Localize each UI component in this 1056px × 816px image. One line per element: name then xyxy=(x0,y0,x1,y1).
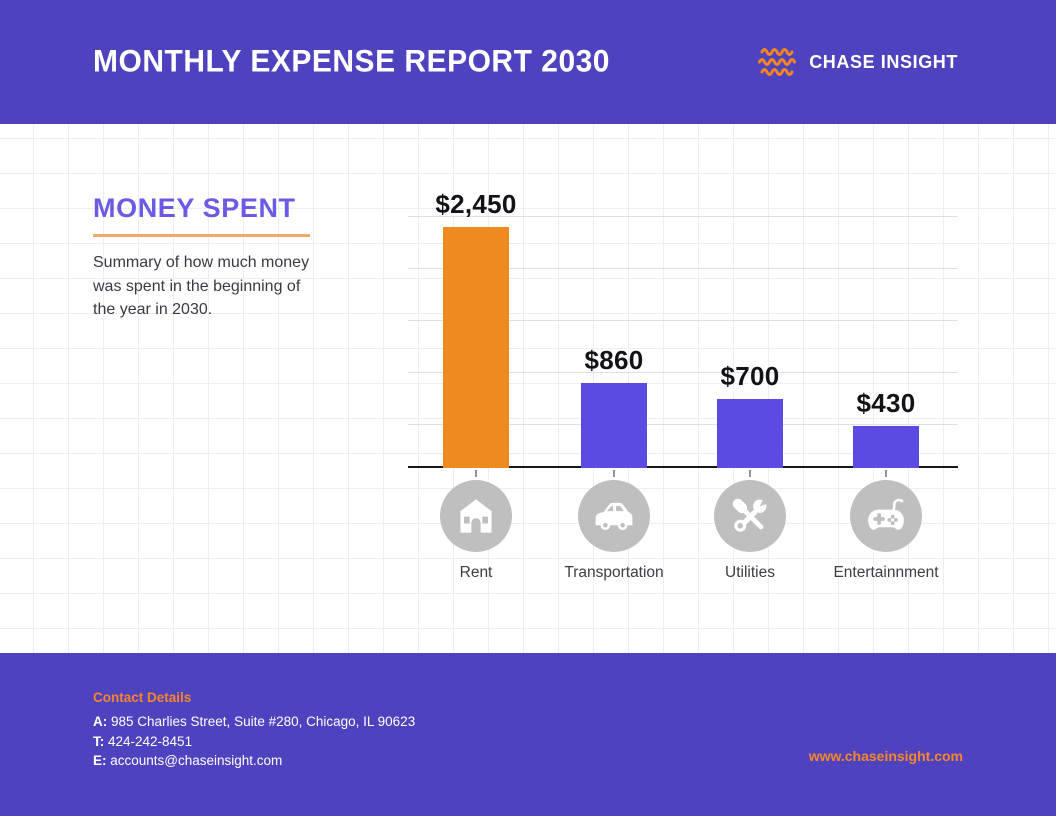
contact-lines: A: 985 Charlies Street, Suite #280, Chic… xyxy=(93,712,963,771)
category-icon-circle xyxy=(578,480,650,552)
contact-line: A: 985 Charlies Street, Suite #280, Chic… xyxy=(93,714,416,729)
website-link[interactable]: www.chaseinsight.com xyxy=(808,748,963,764)
contact-line: E: accounts@chaseinsight.com xyxy=(93,753,283,768)
category-label: Transportation xyxy=(564,564,664,581)
contact-line-prefix: T: xyxy=(93,733,105,749)
axis-tick xyxy=(885,470,887,477)
contact-line-prefix: A: xyxy=(93,714,108,729)
chart-gridline xyxy=(408,320,958,321)
section-title: MONEY SPENT xyxy=(93,193,296,223)
bar xyxy=(853,426,919,468)
chart-baseline-axis xyxy=(408,466,958,468)
brand-name: CHASE INSIGHT xyxy=(809,51,958,72)
axis-tick xyxy=(749,470,751,477)
bar-value-label: $2,450 xyxy=(435,189,517,219)
category-icon-circle xyxy=(850,480,922,552)
brand-logo: CHASE INSIGHT xyxy=(758,45,958,79)
axis-tick xyxy=(613,470,615,477)
summary-text: Summary of how much money was spent in t… xyxy=(93,254,310,318)
home-icon xyxy=(460,499,492,533)
chart-gridline xyxy=(408,424,958,425)
bar xyxy=(717,399,783,468)
section-title-underline xyxy=(93,234,310,237)
expense-bar-chart: $2,450 Rent $860 Transportation $700 xyxy=(408,170,958,600)
bar xyxy=(581,383,647,468)
bar-value-label: $860 xyxy=(584,345,644,375)
waves-logo-icon xyxy=(758,48,797,76)
gamepad-icon xyxy=(868,498,904,530)
report-title: MONTHLY EXPENSE REPORT 2030 xyxy=(93,43,610,79)
chart-gridline xyxy=(408,216,958,217)
contact-line-prefix: E: xyxy=(93,753,107,768)
chart-gridline xyxy=(408,372,958,373)
summary-panel: MONEY SPENT Summary of how much money wa… xyxy=(93,193,325,322)
footer: Contact Details A: 985 Charlies Street, … xyxy=(0,653,1056,816)
contact-line: T: 424-242-8451 xyxy=(93,733,193,749)
bar-value-label: $700 xyxy=(720,361,780,391)
bar xyxy=(443,227,509,468)
header: MONTHLY EXPENSE REPORT 2030 CHASE INSIGH… xyxy=(0,0,1056,124)
category-label: Utilities xyxy=(725,564,775,581)
bar-value-label: $430 xyxy=(856,388,916,418)
category-icon-circle xyxy=(714,480,786,552)
chart-gridline xyxy=(408,268,958,269)
category-label: Rent xyxy=(459,564,493,581)
category-icon-circle xyxy=(440,480,512,552)
contact-details-heading: Contact Details xyxy=(93,690,192,705)
category-label: Entertainnment xyxy=(833,564,939,581)
tools-icon xyxy=(732,494,771,532)
car-icon xyxy=(595,502,633,531)
axis-tick xyxy=(475,470,477,477)
